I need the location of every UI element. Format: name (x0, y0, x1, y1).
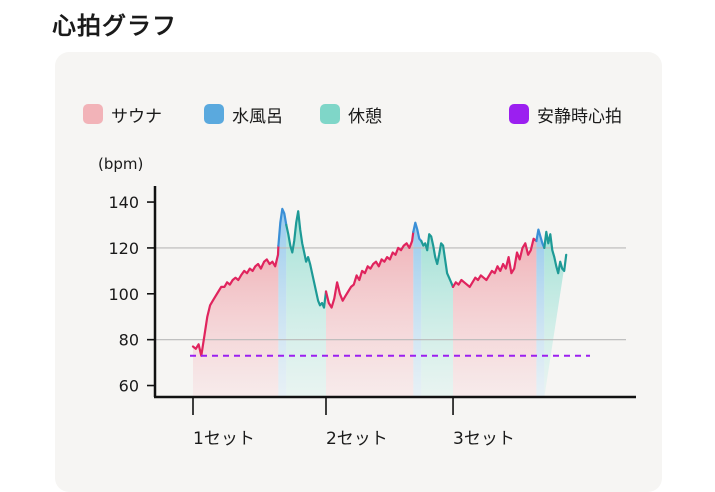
y-axis-unit-label: (bpm) (98, 155, 143, 173)
y-tick-label-80: 80 (119, 331, 139, 350)
x-tick-label-2: 2セット (326, 429, 388, 449)
y-tick-label-100: 100 (108, 285, 139, 304)
legend-swatch-sauna (83, 104, 103, 124)
phase-area-rest-3 (286, 211, 326, 397)
phase-area-sauna-4 (325, 231, 414, 397)
legend-swatch-cold-bath (204, 104, 224, 124)
x-tick-label-3: 3セット (453, 429, 515, 449)
legend-cold-bath: 水風呂 (204, 101, 283, 127)
legend-sauna: サウナ (83, 101, 162, 127)
phase-area-sauna-7 (453, 238, 537, 397)
heart-rate-line-rest-6 (420, 233, 455, 288)
legend-label-cold-bath: 水風呂 (232, 106, 283, 127)
phase-area-sauna-1 (193, 245, 279, 397)
legend-swatch-resting-hr (509, 104, 529, 124)
y-tick-label-120: 120 (108, 239, 139, 258)
page-title: 心拍グラフ (52, 12, 177, 40)
heart-rate-line-cold-5 (412, 221, 423, 243)
legend-label-sauna: サウナ (111, 106, 162, 127)
heart-rate-chart: (bpm) 60 80 100 120 140 1セット 2セット 3セット (98, 155, 636, 449)
phase-area-cold-5 (413, 222, 422, 397)
legend-rest: 休憩 (320, 101, 382, 127)
phase-area-rest-9 (544, 231, 567, 397)
legend-resting-hr: 安静時心拍 (509, 101, 622, 127)
heart-rate-line-rest-9 (543, 230, 568, 275)
heart-rate-line-sauna-7 (451, 237, 538, 288)
legend-label-rest: 休憩 (348, 106, 382, 127)
legend-label-resting-hr: 安静時心拍 (537, 106, 622, 127)
heart-rate-line-cold-2 (277, 207, 288, 247)
y-tick-label-60: 60 (119, 377, 139, 396)
heart-rate-line-sauna-1 (191, 244, 280, 357)
legend-swatch-rest (320, 104, 340, 124)
x-tick-label-1: 1セット (193, 429, 255, 449)
phase-area-cold-8 (536, 229, 545, 397)
y-tick-label-140: 140 (108, 193, 139, 212)
heart-rate-line-sauna-4 (324, 230, 415, 309)
phase-area-cold-2 (278, 208, 287, 397)
heart-rate-line-rest-3 (285, 210, 328, 309)
heart-rate-line-cold-8 (535, 228, 546, 249)
phase-area-rest-6 (421, 234, 454, 397)
